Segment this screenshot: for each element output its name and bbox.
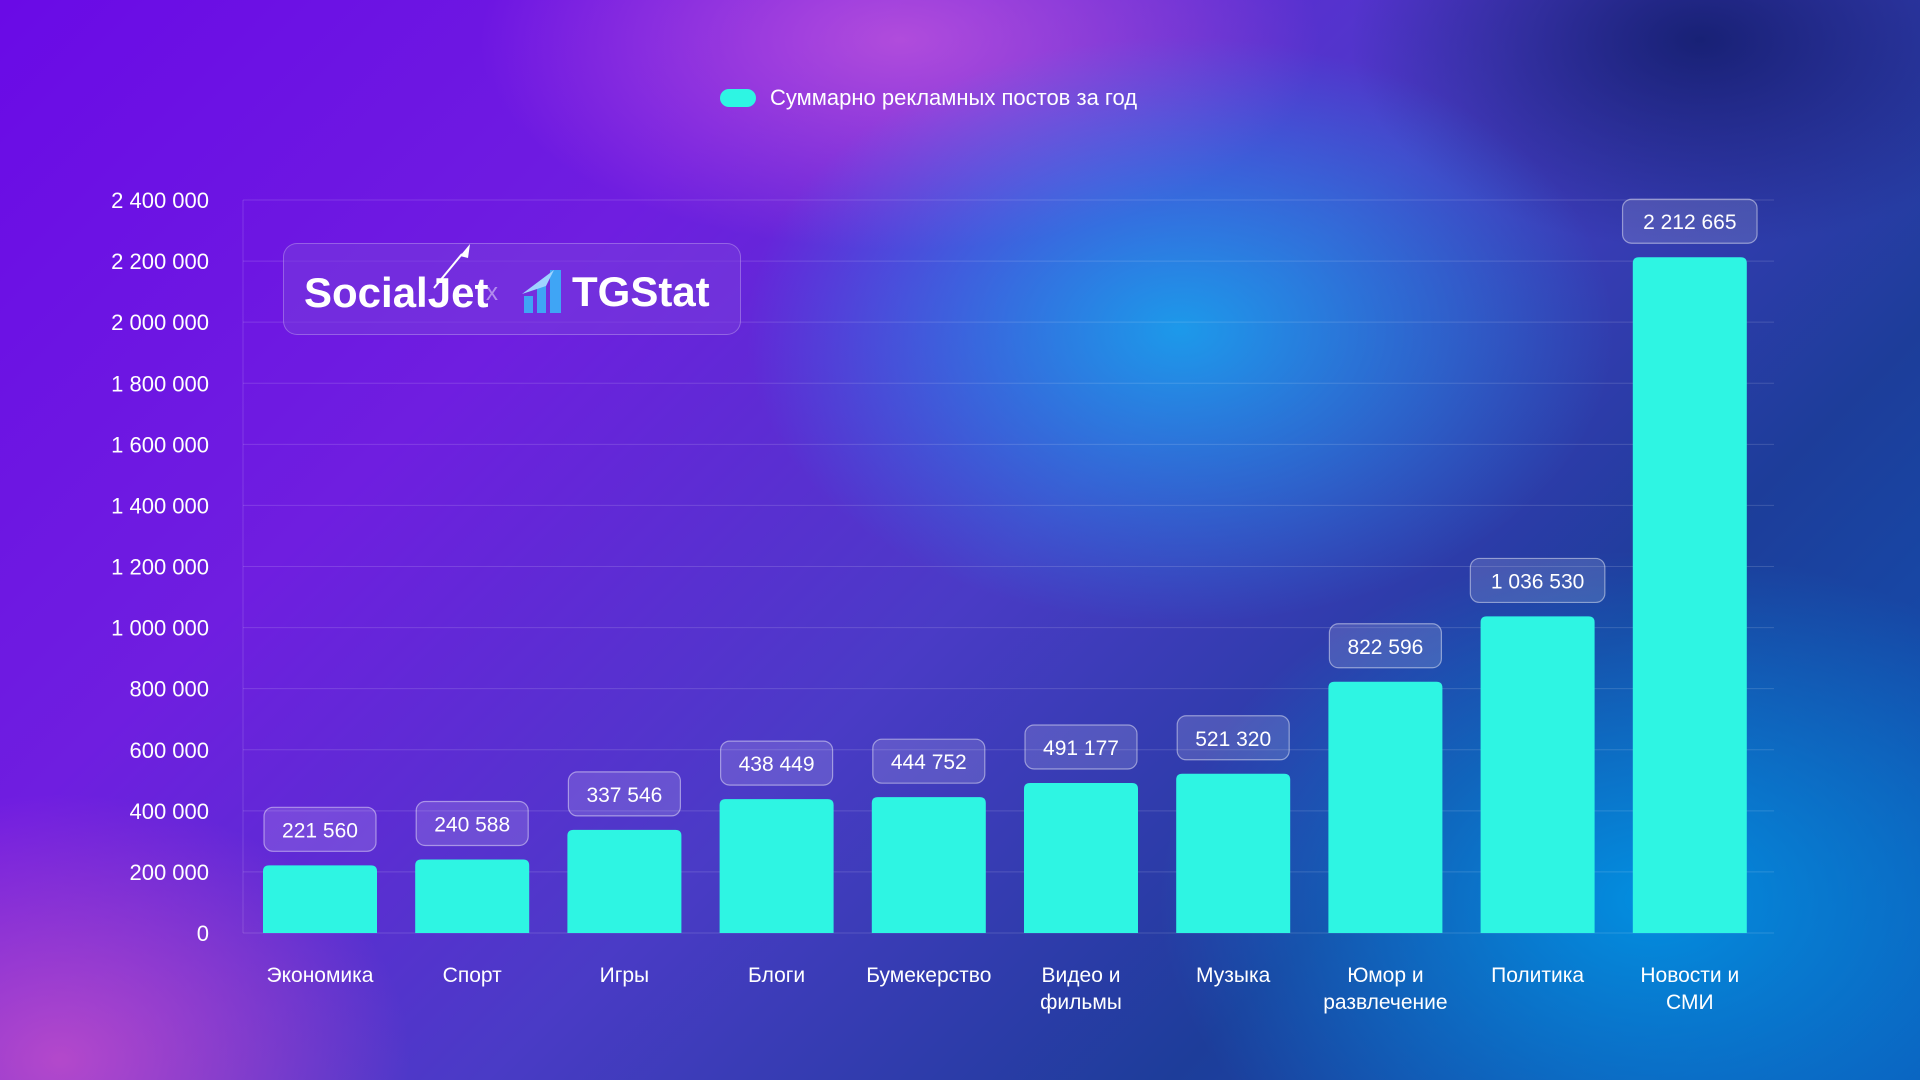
x-tick-label: Игры [600,964,650,987]
x-tick-label: Музыка [1196,964,1271,987]
data-label-badge [719,740,834,786]
y-tick-label: 1 600 000 [111,432,209,457]
data-label-badge [1176,715,1290,761]
socialjet-wordmark: SocialJet [304,269,488,316]
legend-label: Суммарно рекламных постов за год [770,85,1138,110]
data-label: 1 036 530 [1491,570,1584,593]
data-label-badge [872,738,986,784]
x-tick-label: Политика [1491,964,1584,987]
chart-legend: Суммарно рекламных постов за год [720,84,1137,112]
bar [415,859,530,933]
data-label-badge [1328,623,1443,669]
x-tick-label: развлечение [1323,991,1447,1014]
tgstat-icon [522,270,561,313]
y-tick-label: 1 800 000 [111,371,209,396]
tgstat-wordmark: TGStat [572,268,710,315]
data-label: 337 546 [586,784,662,807]
brand-logo: SocialJet x TGStat [283,243,741,335]
data-label-badge [415,800,529,847]
data-label: 221 560 [282,819,358,842]
data-label: 491 177 [1043,737,1119,760]
data-label: 444 752 [891,751,967,774]
data-label: 521 320 [1195,728,1271,751]
bar [263,865,377,933]
bar [871,797,986,933]
legend-swatch [720,89,756,107]
y-tick-label: 1 000 000 [111,616,209,641]
data-label: 822 596 [1347,636,1423,659]
data-label: 240 588 [434,814,510,837]
y-tick-label: 1 200 000 [111,555,209,580]
y-axis-ticks: 0 200 000 400 000 600 000 800 000 1 000 000 1 … [111,188,209,946]
y-tick-label: 800 000 [129,677,209,702]
bar [719,799,834,933]
bar [567,829,682,933]
x-tick-label: Юмор и [1347,964,1423,987]
y-tick-label: 200 000 [129,860,209,885]
x-tick-label: Блоги [748,964,805,987]
data-label: 2 212 665 [1643,211,1736,234]
y-tick-label: 2 400 000 [111,188,209,213]
bars: 221 560 240 588 337 546 438 449 444 752 491 1… [263,198,1758,934]
data-label-badge [567,771,682,817]
y-tick-label: 400 000 [129,799,209,824]
bar [1024,782,1138,933]
bar [1176,773,1291,933]
y-tick-label: 2 200 000 [111,249,209,274]
data-label-badge [263,806,377,852]
data-label: 438 449 [739,753,815,776]
x-tick-label: Экономика [267,964,374,987]
x-tick-label: фильмы [1040,991,1122,1014]
y-tick-label: 1 400 000 [111,493,209,518]
bar [1480,616,1595,933]
x-tick-label: Новости и [1640,964,1739,987]
data-label-badge [1621,198,1758,244]
y-tick-label: 600 000 [129,738,209,763]
x-tick-label: Спорт [443,964,502,987]
data-label-badge [1024,724,1138,770]
grid-lines [242,199,1774,934]
logo-separator: x [486,279,498,306]
x-tick-label: Видео и [1042,964,1121,987]
x-tick-label: Бумекерство [866,964,991,987]
y-tick-label: 0 [197,921,209,946]
y-tick-label: 2 000 000 [111,310,209,335]
x-axis-ticks: Экономика Спорт Игры Блоги Бумекерство Видео … [267,964,1740,1014]
bar [1632,257,1747,934]
bar [1328,681,1443,933]
x-tick-label: СМИ [1666,991,1714,1014]
brand-logo-graphic: SocialJet x TGStat [304,244,710,316]
data-label-badge [1469,557,1606,604]
rocket-icon [433,244,470,289]
